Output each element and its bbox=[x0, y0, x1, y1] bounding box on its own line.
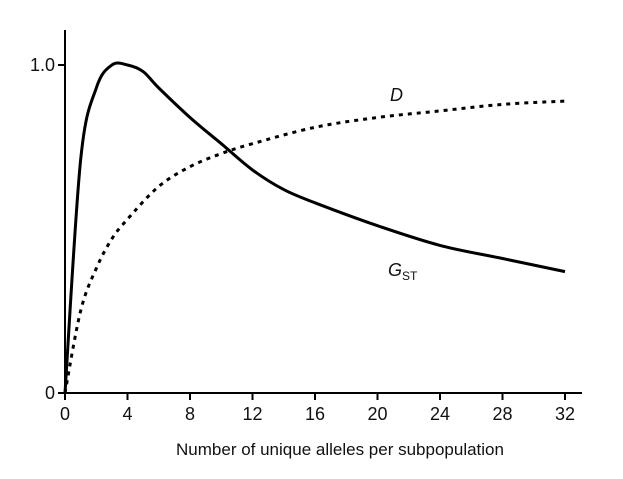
x-ticks: 0 4 8 12 16 20 24 28 32 bbox=[60, 393, 575, 424]
x-tick-label: 24 bbox=[430, 404, 450, 424]
x-tick-label: 20 bbox=[367, 404, 387, 424]
x-tick-label: 12 bbox=[242, 404, 262, 424]
x-tick-label: 8 bbox=[185, 404, 195, 424]
series-label-gst: GST bbox=[388, 260, 418, 283]
series-group bbox=[63, 61, 566, 394]
series-label-gst-main: G bbox=[388, 260, 402, 280]
axes bbox=[64, 30, 582, 394]
y-tick-label: 1.0 bbox=[30, 55, 55, 75]
x-axis-title: Number of unique alleles per subpopulati… bbox=[176, 440, 504, 459]
series-label-gst-sub: ST bbox=[402, 269, 418, 283]
series-line-d bbox=[63, 99, 566, 394]
x-tick-label: 4 bbox=[122, 404, 132, 424]
x-tick-label: 0 bbox=[60, 404, 70, 424]
series-label-d: D bbox=[390, 85, 403, 105]
x-tick-label: 16 bbox=[305, 404, 325, 424]
x-tick-label: 32 bbox=[555, 404, 575, 424]
y-tick-label: 0 bbox=[45, 383, 55, 403]
series-line-gst bbox=[63, 61, 566, 394]
y-ticks: 01.0 bbox=[30, 55, 65, 403]
x-tick-label: 28 bbox=[492, 404, 512, 424]
